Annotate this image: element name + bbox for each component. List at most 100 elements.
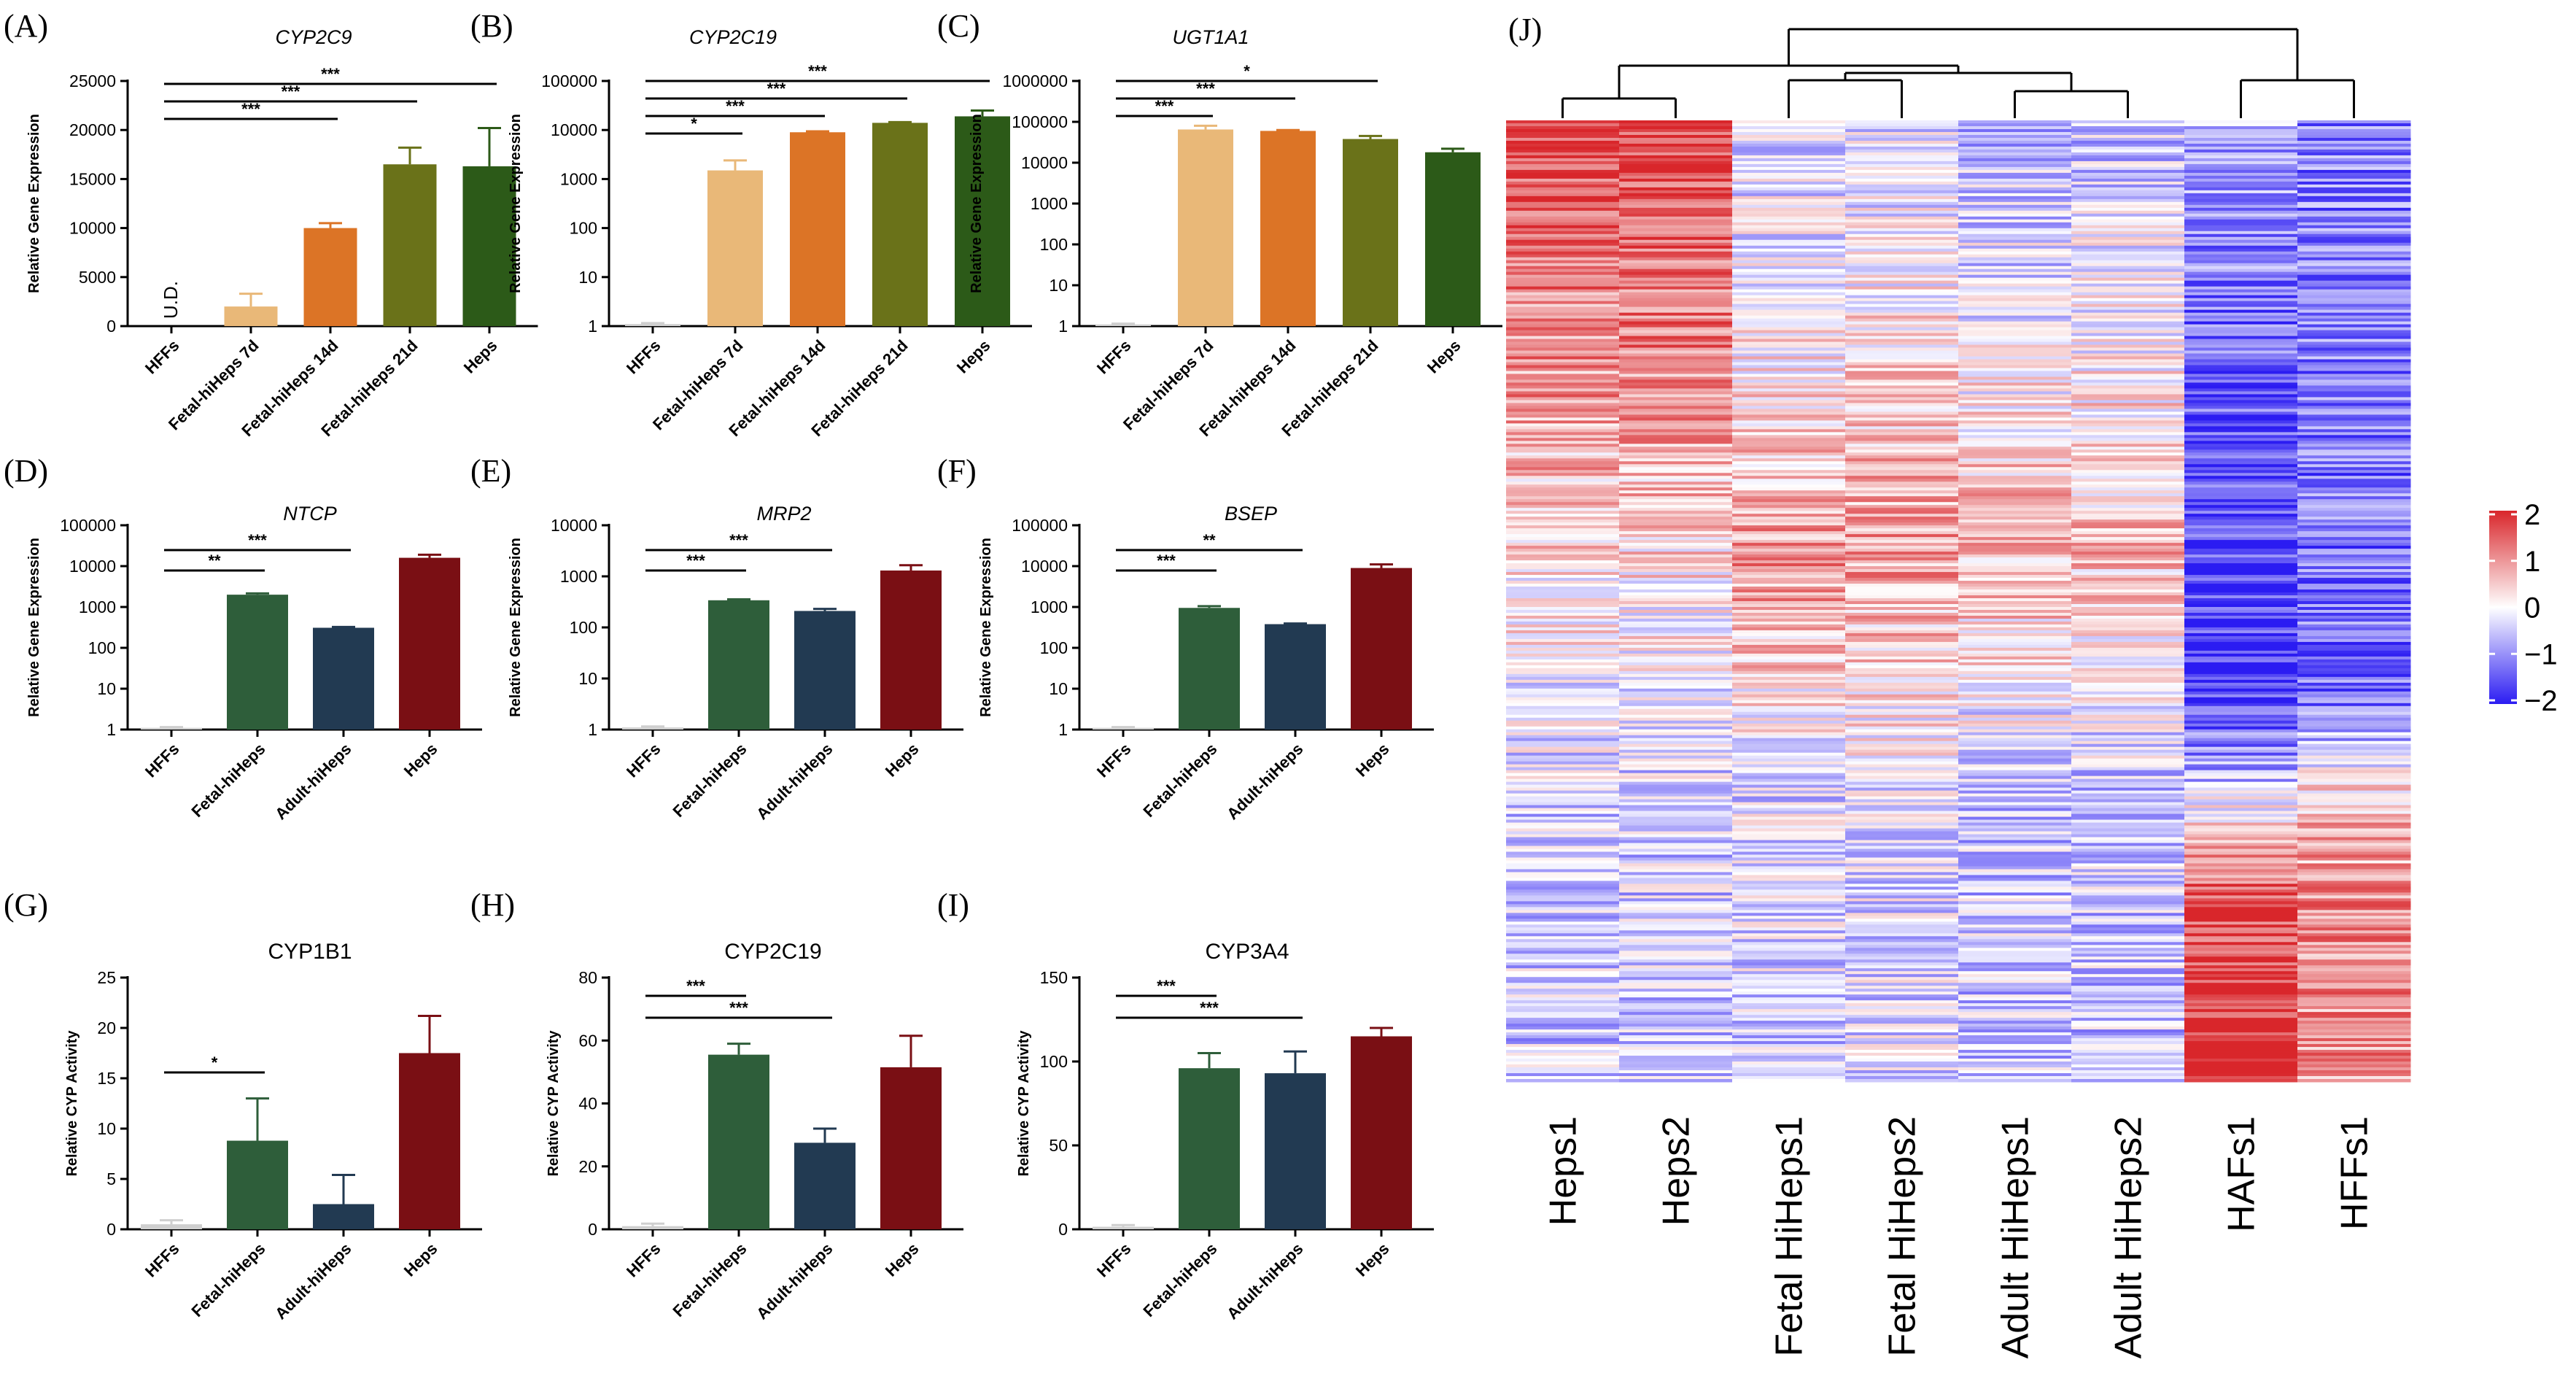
heatmap-cell [2184, 222, 2298, 226]
colorbar-tick-label: 2 [2524, 499, 2540, 531]
heatmap-cell [2071, 773, 2185, 777]
heatmap-cell [1619, 863, 1733, 867]
category-label: HFFs [623, 1239, 664, 1281]
heatmap-cell [1845, 676, 1959, 681]
heatmap-cell [2071, 359, 2185, 363]
y-tick-label: 15000 [69, 169, 116, 188]
heatmap-cell [2297, 175, 2411, 179]
heatmap-cell [1506, 216, 1620, 220]
heatmap-cell [1958, 688, 2072, 692]
heatmap-cell [2184, 954, 2298, 957]
heatmap-cell [2297, 787, 2411, 792]
heatmap-cell [1732, 603, 1846, 608]
heatmap-cell [1732, 587, 1846, 590]
heatmap-cell [2184, 403, 2298, 406]
heatmap-cell [1958, 878, 2072, 881]
heatmap-cell [2071, 883, 2185, 887]
heatmap-cell [1958, 781, 2072, 786]
heatmap-cell [1732, 455, 1846, 459]
heatmap-cell [1732, 857, 1846, 861]
heatmap-cell [1619, 936, 1733, 940]
heatmap-cell [2297, 403, 2411, 406]
heatmap-cell [2184, 347, 2298, 352]
heatmap-cell [1619, 971, 1733, 975]
heatmap-cell [2297, 409, 2411, 412]
heatmap-cell [2184, 371, 2298, 374]
heatmap-cell [1619, 705, 1733, 710]
heatmap-cell [2071, 962, 2185, 966]
heatmap-cell [2071, 679, 2185, 684]
heatmap-cell [2184, 438, 2298, 441]
y-tick-label: 60 [578, 1031, 597, 1050]
heatmap-cell [2071, 892, 2185, 896]
heatmap-cell [1732, 385, 1846, 389]
heatmap-cell [1845, 336, 1959, 340]
heatmap-cell [1506, 333, 1620, 337]
heatmap-cell [1845, 828, 1959, 832]
heatmap-cell [2184, 767, 2298, 771]
heatmap-cell [1958, 482, 2072, 485]
heatmap-cell [2071, 228, 2185, 232]
heatmap-cell [2297, 394, 2411, 398]
heatmap-cell [1506, 889, 1620, 893]
heatmap-cell [1958, 854, 2072, 858]
category-label: HFFs [141, 740, 183, 781]
heatmap-cell [2071, 825, 2185, 829]
heatmap-cell [2184, 315, 2298, 320]
y-tick-label: 100000 [1012, 112, 1068, 131]
heatmap-cell [1619, 312, 1733, 317]
heatmap-cell [1845, 752, 1959, 757]
heatmap-cell [2297, 968, 2411, 972]
heatmap-cell [2184, 376, 2298, 380]
heatmap-cell [2071, 449, 2185, 453]
heatmap-cell [1619, 435, 1733, 438]
heatmap-cell [1958, 598, 2072, 602]
heatmap-cell [1732, 635, 1846, 640]
heatmap-cell [1732, 714, 1846, 719]
heatmap-cell [2297, 1035, 2411, 1039]
heatmap-cell [1506, 846, 1620, 849]
heatmap-cell [1506, 1032, 1620, 1036]
heatmap-cell [1506, 618, 1620, 622]
category-label: HFFs [623, 740, 664, 781]
heatmap-cell [1732, 939, 1846, 943]
heatmap-cell [2297, 1006, 2411, 1010]
heatmap-cell [1958, 163, 2072, 168]
heatmap-cell [1506, 668, 1620, 672]
heatmap-cell [1506, 368, 1620, 371]
heatmap-cell [2071, 172, 2185, 177]
heatmap-cell [2071, 595, 2185, 599]
heatmap-cell [1732, 723, 1846, 727]
heatmap-cell [1732, 347, 1846, 352]
panel-title: UGT1A1 [1172, 26, 1249, 48]
heatmap-cell [1732, 356, 1846, 360]
heatmap-cell [2071, 158, 2185, 162]
heatmap-cell [2184, 924, 2298, 928]
heatmap-cell [2297, 872, 2411, 875]
heatmap-cell [1958, 948, 2072, 951]
heatmap-cell [1958, 303, 2072, 308]
heatmap-cell [1958, 983, 2072, 986]
heatmap-cell [2071, 1009, 2185, 1013]
heatmap-cell [2297, 196, 2411, 200]
heatmap-cell [1619, 403, 1733, 406]
heatmap-cell [1958, 592, 2072, 596]
heatmap-cell [1958, 1056, 2072, 1059]
heatmap-cell [1732, 606, 1846, 611]
heatmap-cell [2071, 1038, 2185, 1042]
heatmap-cell [1732, 869, 1846, 873]
heatmap-cell [1958, 409, 2072, 412]
heatmap-cell [2071, 484, 2185, 488]
heatmap-cell [1732, 720, 1846, 724]
heatmap-cell [2297, 239, 2411, 244]
heatmap-cell [1506, 391, 1620, 395]
heatmap-cell [1958, 1018, 2072, 1021]
heatmap-cell [1958, 181, 2072, 185]
heatmap-cell [2297, 904, 2411, 908]
heatmap-cell [2184, 341, 2298, 346]
significance-marker: *** [241, 100, 260, 118]
heatmap-cell [2071, 606, 2185, 611]
heatmap-cell [1845, 808, 1959, 812]
colorbar-tick-label: −2 [2524, 685, 2558, 717]
heatmap-cell [2297, 808, 2411, 812]
